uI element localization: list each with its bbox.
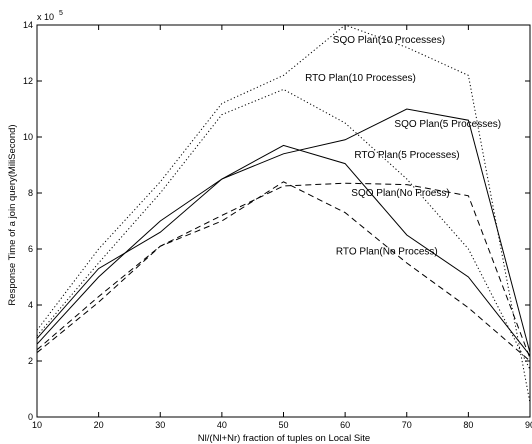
series-annotation: SQO Plan(5 Processes) bbox=[394, 119, 501, 130]
x-axis-title: Nl/(Nl+Nr) fraction of tuples on Local S… bbox=[198, 433, 370, 444]
y-tick-label: 10 bbox=[23, 132, 33, 142]
y-tick-label: 14 bbox=[23, 20, 33, 30]
series-lines bbox=[36, 24, 531, 404]
y-tick-label: 6 bbox=[28, 244, 33, 254]
series-annotation: RTO Plan(No Process) bbox=[336, 247, 438, 258]
x-tick-label: 90 bbox=[525, 420, 532, 430]
y-axis-title: Response Time of a join query(MiliSecond… bbox=[7, 124, 18, 305]
series-annotations: SQO Plan(10 Processes) RTO Plan(10 Proces… bbox=[305, 35, 501, 257]
series-annotation: SQO Plan(No Proess) bbox=[351, 188, 449, 199]
x-tick-label: 70 bbox=[402, 420, 412, 430]
series-annotation: RTO Plan(10 Processes) bbox=[305, 73, 416, 84]
plot-area bbox=[36, 24, 531, 418]
y-tick-label: 8 bbox=[28, 188, 33, 198]
series-line-6 bbox=[36, 181, 531, 362]
y-tick-label: 0 bbox=[28, 412, 33, 422]
y-scale-label: x 10 bbox=[37, 12, 54, 22]
series-line-2 bbox=[36, 88, 531, 370]
x-tick-label: 50 bbox=[278, 420, 288, 430]
plot-border bbox=[36, 24, 531, 418]
x-tick-label: 10 bbox=[32, 420, 42, 430]
x-tick-label: 60 bbox=[340, 420, 350, 430]
y-tick-label: 12 bbox=[23, 76, 33, 86]
x-tick-label: 30 bbox=[155, 420, 165, 430]
series-line-1 bbox=[36, 24, 531, 404]
series-annotation: SQO Plan(10 Processes) bbox=[333, 35, 445, 46]
y-tick-label: 4 bbox=[28, 300, 33, 310]
axis-ticks: 10 20 30 40 50 60 70 80 90 0 2 4 6 8 10 12 14 bbox=[23, 20, 532, 430]
x-tick-label: 20 bbox=[94, 420, 104, 430]
x-tick-label: 40 bbox=[217, 420, 227, 430]
series-line-3 bbox=[36, 108, 531, 353]
series-line-4 bbox=[36, 144, 531, 356]
series-line-5 bbox=[36, 182, 531, 359]
series-annotation: RTO Plan(5 Processes) bbox=[354, 150, 459, 161]
y-scale-exponent: 5 bbox=[59, 10, 63, 17]
y-tick-label: 2 bbox=[28, 356, 33, 366]
x-tick-label: 80 bbox=[463, 420, 473, 430]
